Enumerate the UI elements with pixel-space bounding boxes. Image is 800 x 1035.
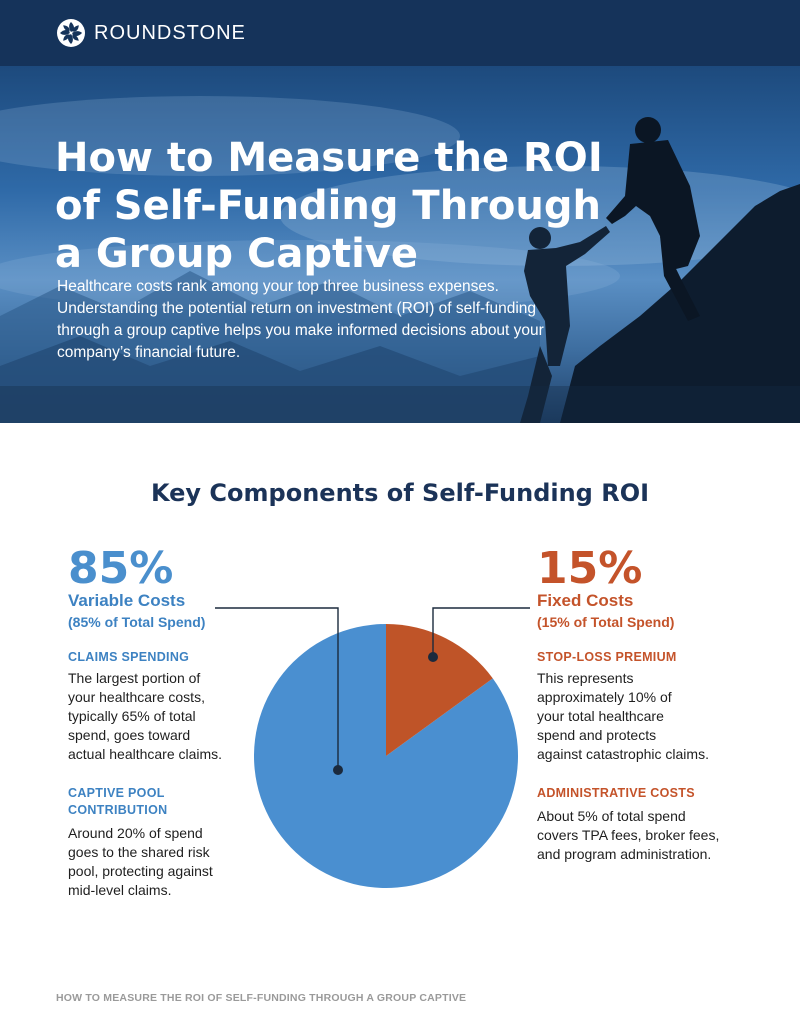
title-line: of Self-Funding Through	[55, 183, 601, 229]
body-line: against catastrophic claims.	[537, 746, 709, 762]
body-line: actual healthcare claims.	[68, 746, 223, 762]
subtitle-line: company’s financial future.	[57, 344, 241, 361]
fixed-percent: 15%	[537, 543, 643, 594]
fixed-costs-title: Fixed Costs	[537, 591, 634, 610]
captive-pool-body: Around 20% of spend goes to the shared r…	[68, 824, 213, 900]
hero-banner: How to Measure the ROI of Self-Funding T…	[0, 66, 800, 423]
variable-percent: 85%	[68, 543, 174, 594]
claims-spending-heading: CLAIMS SPENDING	[68, 649, 189, 666]
body-line: your healthcare costs,	[68, 689, 205, 705]
variable-costs-title: Variable Costs	[68, 591, 186, 610]
footer-text: HOW TO MEASURE THE ROI OF SELF-FUNDING T…	[56, 992, 467, 1004]
fixed-costs-subtitle: (15% of Total Spend)	[537, 614, 675, 630]
subtitle-line: through a group captive helps you make i…	[57, 322, 544, 339]
subtitle-line: Healthcare costs rank among your top thr…	[57, 278, 499, 295]
top-bar: ROUNDSTONE	[0, 0, 800, 66]
heading-line: CLAIMS SPENDING	[68, 650, 190, 664]
brand-name: ROUNDSTONE	[94, 21, 246, 44]
body-line: This represents	[537, 670, 634, 686]
body-line: spend, goes toward	[68, 727, 191, 743]
captive-pool-heading: CAPTIVE POOL CONTRIBUTION	[68, 785, 167, 819]
body-line: your total healthcare	[537, 708, 664, 724]
claims-spending-body: The largest portion of your healthcare c…	[68, 669, 222, 764]
body-line: and program administration.	[537, 846, 712, 862]
stop-loss-body: This represents approximately 10% of you…	[537, 669, 709, 764]
body-line: mid-level claims.	[68, 882, 172, 898]
body-line: approximately 10% of	[537, 689, 672, 705]
leader-line-variable	[215, 607, 339, 770]
heading-line: CONTRIBUTION	[68, 803, 168, 817]
variable-costs-subtitle: (85% of Total Spend)	[68, 614, 206, 630]
body-line: covers TPA fees, broker fees,	[537, 827, 720, 843]
body-line: typically 65% of total	[68, 708, 196, 724]
leader-dot-fixed	[428, 652, 438, 662]
hero-subtitle: Healthcare costs rank among your top thr…	[57, 276, 657, 364]
roundstone-logo-icon	[57, 19, 85, 47]
section-title: Key Components of Self-Funding ROI	[150, 479, 650, 507]
body-line: About 5% of total spend	[537, 808, 686, 824]
leader-dot-variable	[333, 765, 343, 775]
title-line: How to Measure the ROI	[55, 135, 603, 181]
stop-loss-heading: STOP-LOSS PREMIUM	[537, 649, 677, 666]
pie-slice-fixed-costs	[386, 624, 493, 756]
subtitle-line: Understanding the potential return on in…	[57, 300, 537, 317]
page-title: How to Measure the ROI of Self-Funding T…	[55, 134, 655, 278]
body-line: pool, protecting against	[68, 863, 213, 879]
hero-background-image	[0, 96, 800, 423]
heading-line: CAPTIVE POOL	[68, 786, 165, 800]
body-line: goes to the shared risk	[68, 844, 210, 860]
brand-logo[interactable]: ROUNDSTONE	[56, 18, 246, 48]
body-line: Around 20% of spend	[68, 825, 203, 841]
title-line: a Group Captive	[55, 231, 419, 277]
body-line: The largest portion of	[68, 670, 201, 686]
body-line: spend and protects	[537, 727, 657, 743]
heading-line: ADMINISTRATIVE COSTS	[537, 786, 695, 800]
administrative-costs-body: About 5% of total spend covers TPA fees,…	[537, 807, 719, 864]
heading-line: STOP-LOSS PREMIUM	[537, 650, 677, 664]
administrative-costs-heading: ADMINISTRATIVE COSTS	[537, 785, 695, 802]
leader-line-fixed	[432, 607, 530, 657]
